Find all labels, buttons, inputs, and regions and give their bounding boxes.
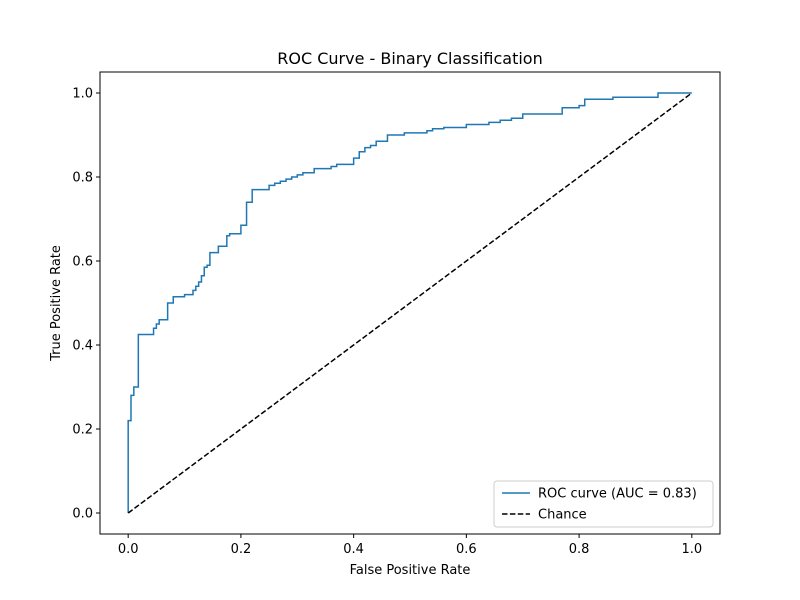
x-tick-label: 0.0 — [118, 542, 139, 557]
series-layer — [127, 92, 693, 514]
y-axis-ticks: 0.0 0.2 0.4 0.6 0.8 1.0 — [72, 87, 100, 522]
chance-line — [127, 92, 693, 514]
legend-box — [493, 480, 714, 528]
y-tick-label: 1.0 — [72, 87, 93, 102]
legend: ROC curve (AUC = 0.83) Chance — [493, 480, 714, 528]
legend-label-roc: ROC curve (AUC = 0.83) — [538, 487, 697, 502]
plot-frame — [99, 71, 721, 535]
y-tick-label: 0.0 — [72, 507, 93, 522]
x-axis-ticks: 0.0 0.2 0.4 0.6 0.8 1.0 — [118, 534, 702, 557]
roc-curve-line — [127, 92, 692, 513]
x-tick-label: 0.6 — [456, 542, 477, 557]
y-tick-label: 0.2 — [72, 423, 93, 438]
chart-title: ROC Curve - Binary Classification — [277, 49, 542, 68]
x-tick-label: 0.2 — [231, 542, 252, 557]
legend-label-chance: Chance — [538, 508, 587, 523]
y-tick-label: 0.4 — [72, 339, 93, 354]
y-axis-title: True Positive Rate — [49, 245, 64, 362]
y-tick-label: 0.6 — [72, 255, 93, 270]
x-tick-label: 0.4 — [343, 542, 364, 557]
x-tick-label: 0.8 — [569, 542, 590, 557]
x-axis-title: False Positive Rate — [350, 563, 471, 578]
y-tick-label: 0.8 — [72, 171, 93, 186]
x-tick-label: 1.0 — [681, 542, 702, 557]
